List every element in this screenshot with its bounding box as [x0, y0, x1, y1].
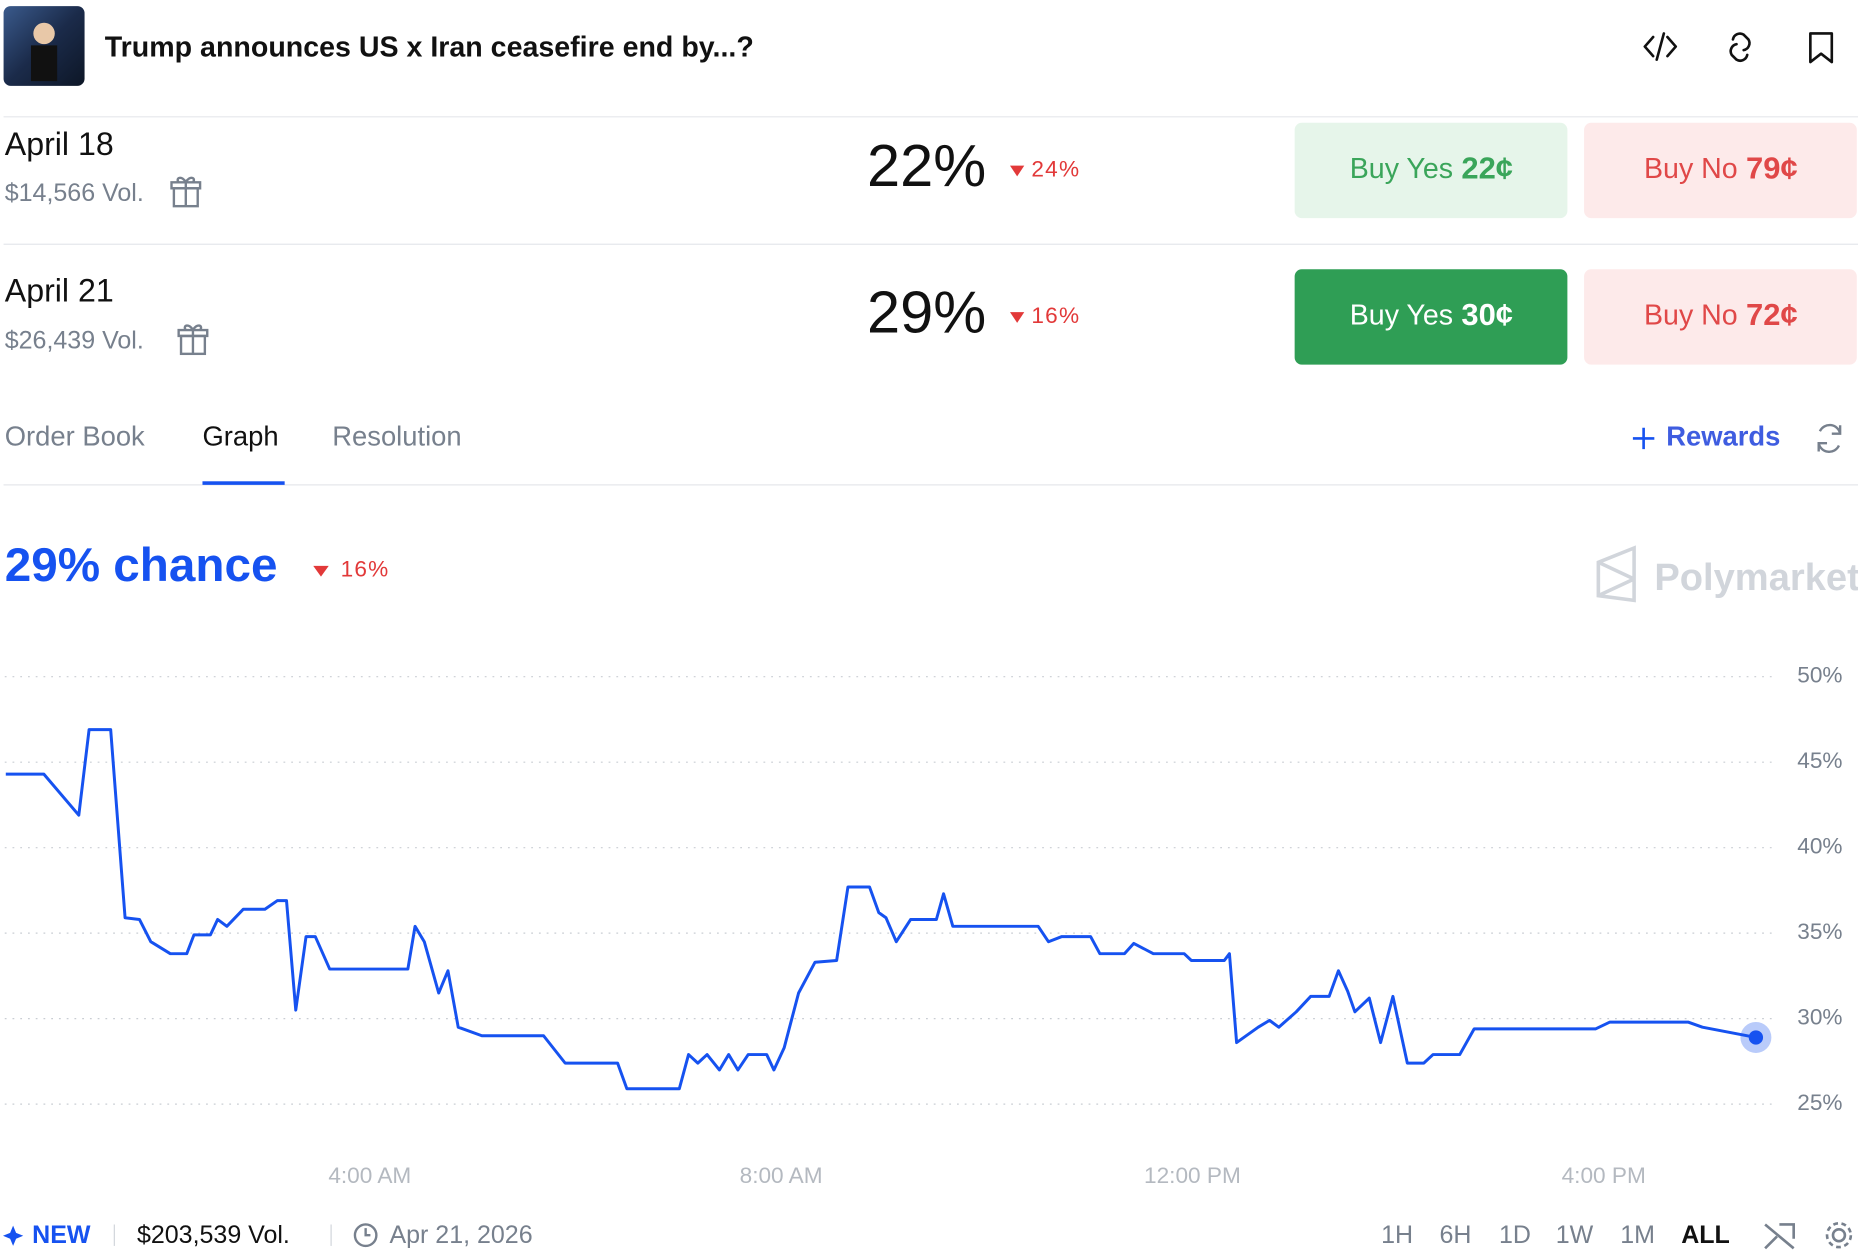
graph-change: 16% [341, 557, 390, 582]
end-dot [1748, 1030, 1764, 1045]
tab[interactable]: Order Book [5, 421, 145, 452]
buy-no-label: Buy No [1644, 299, 1738, 331]
total-volume: $203,539 Vol. [137, 1221, 290, 1249]
end-date: Apr 21, 2026 [389, 1221, 532, 1249]
range-button[interactable]: 1W [1556, 1221, 1594, 1249]
event-image-figure [33, 22, 55, 45]
rewards-link[interactable]: Rewards [1666, 421, 1780, 452]
plus-icon [1632, 427, 1655, 450]
x-tick-label: 4:00 AM [328, 1163, 411, 1188]
market-row: April 21 $26,439 Vol. 29% 16% Buy Yes 30… [5, 269, 1857, 365]
event-image-figure [30, 45, 58, 82]
event-title: Trump announces US x Iran ceasefire end … [105, 31, 754, 63]
range-group: 1H 6H 1D 1W 1M ALL [1381, 1221, 1730, 1249]
market-change: 16% [1031, 303, 1080, 328]
buy-no-label: Buy No [1644, 153, 1738, 185]
market-name: April 18 [5, 126, 114, 162]
y-tick-label: 35% [1797, 919, 1842, 944]
y-tick-label: 50% [1797, 663, 1842, 688]
market-chance: 22% [867, 132, 986, 199]
refresh-icon[interactable] [1817, 423, 1842, 453]
y-tick-label: 30% [1797, 1005, 1842, 1030]
y-tick-label: 25% [1797, 1090, 1842, 1115]
bookmark-icon[interactable] [1809, 32, 1834, 64]
yes-price: 30¢ [1461, 297, 1513, 332]
new-badge: NEW [32, 1221, 91, 1249]
range-button[interactable]: 6H [1439, 1221, 1471, 1249]
watermark-logo [1596, 545, 1636, 603]
range-button[interactable]: ALL [1681, 1221, 1730, 1249]
y-tick-label: 45% [1797, 748, 1842, 773]
buy-yes-button[interactable] [1294, 122, 1568, 219]
range-button[interactable]: 1M [1620, 1221, 1655, 1249]
x-tick-label: 12:00 PM [1144, 1163, 1241, 1188]
market-volume: $14,566 Vol. [5, 179, 144, 207]
settings-icon[interactable] [1825, 1221, 1853, 1249]
tab-active[interactable]: Graph [202, 421, 278, 452]
buy-no-button[interactable] [1584, 122, 1857, 219]
compare-icon[interactable] [1764, 1223, 1795, 1250]
no-price: 72¢ [1746, 297, 1798, 332]
gift-icon [170, 176, 202, 207]
down-arrow [1009, 312, 1025, 323]
clock-icon [364, 1228, 371, 1237]
buy-yes-button[interactable] [1294, 269, 1568, 365]
yes-price: 22¢ [1461, 151, 1513, 186]
gift-icon [177, 324, 209, 354]
down-arrow [1009, 165, 1025, 177]
embed-icon[interactable] [1643, 32, 1678, 61]
range-button[interactable]: 1D [1499, 1221, 1531, 1249]
clock-icon [353, 1223, 378, 1248]
watermark: Polymarket [1654, 557, 1858, 599]
buy-yes-label: Buy Yes [1350, 299, 1453, 331]
price-line [5, 728, 1757, 1091]
buy-no-button[interactable] [1584, 269, 1857, 365]
market-row: April 18 $14,566 Vol. 22% 24% Buy Yes 22… [5, 122, 1857, 219]
x-tick-label: 4:00 PM [1562, 1163, 1646, 1188]
settings-icon[interactable] [1831, 1227, 1847, 1243]
graph-headline: 29% chance [5, 539, 278, 592]
y-tick-label: 40% [1797, 834, 1842, 859]
tab[interactable]: Resolution [332, 421, 461, 452]
buy-yes-label: Buy Yes [1350, 153, 1453, 185]
no-price: 79¢ [1746, 151, 1798, 186]
market-volume: $26,439 Vol. [5, 327, 144, 355]
market-name: April 21 [5, 273, 114, 309]
market-chance: 29% [867, 279, 986, 346]
market-change: 24% [1031, 156, 1080, 181]
x-tick-label: 8:00 AM [740, 1163, 823, 1188]
link-icon[interactable] [1729, 32, 1751, 62]
tab-underline [202, 481, 285, 485]
range-button[interactable]: 1H [1381, 1221, 1413, 1249]
sparkle-icon [2, 1225, 24, 1246]
down-arrow [313, 565, 329, 577]
